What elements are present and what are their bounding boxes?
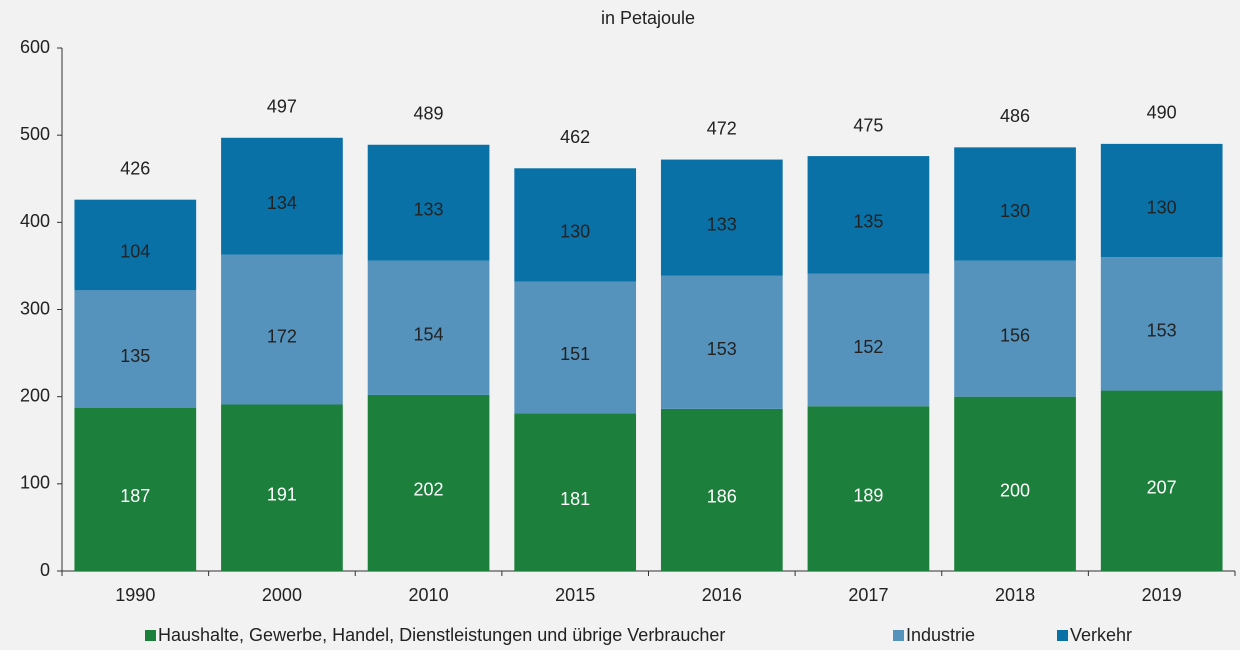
x-tick-label: 2010 bbox=[409, 585, 449, 605]
data-label: 207 bbox=[1147, 478, 1177, 498]
x-tick-label: 2019 bbox=[1142, 585, 1182, 605]
total-label: 475 bbox=[853, 116, 883, 136]
data-label: 189 bbox=[853, 485, 883, 505]
bar-segment bbox=[367, 394, 490, 571]
legend-swatch bbox=[1057, 630, 1068, 641]
x-tick-label: 2018 bbox=[995, 585, 1035, 605]
bar-segment bbox=[367, 260, 490, 395]
total-label: 489 bbox=[414, 104, 444, 124]
data-label: 130 bbox=[560, 222, 590, 242]
data-label: 133 bbox=[707, 214, 737, 234]
data-label: 181 bbox=[560, 489, 590, 509]
y-tick-label: 0 bbox=[40, 560, 50, 580]
legend-swatch bbox=[145, 630, 156, 641]
y-tick-label: 100 bbox=[20, 473, 50, 493]
data-label: 154 bbox=[414, 325, 444, 345]
data-label: 133 bbox=[414, 199, 444, 219]
bar-segment bbox=[514, 168, 637, 282]
bar-segment bbox=[660, 408, 783, 571]
bar-segment bbox=[514, 281, 637, 414]
total-label: 490 bbox=[1147, 103, 1177, 123]
data-label: 153 bbox=[1147, 321, 1177, 341]
data-label: 151 bbox=[560, 344, 590, 364]
total-label: 462 bbox=[560, 127, 590, 147]
x-tick-label: 2015 bbox=[555, 585, 595, 605]
bar-segment bbox=[221, 137, 343, 255]
bar-segment bbox=[1100, 257, 1223, 391]
y-tick-label: 600 bbox=[20, 37, 50, 57]
bar-segment bbox=[807, 406, 930, 571]
data-label: 135 bbox=[853, 212, 883, 232]
bar-segment bbox=[954, 260, 1076, 397]
legend-label: Industrie bbox=[906, 625, 975, 645]
data-label: 187 bbox=[120, 486, 150, 506]
x-tick-label: 2016 bbox=[702, 585, 742, 605]
data-label: 130 bbox=[1000, 201, 1030, 221]
data-label: 134 bbox=[267, 193, 297, 213]
chart-subtitle: in Petajoule bbox=[601, 8, 695, 28]
bar-segment bbox=[1100, 143, 1223, 258]
data-label: 191 bbox=[267, 485, 297, 505]
total-label: 486 bbox=[1000, 106, 1030, 126]
data-label: 186 bbox=[707, 487, 737, 507]
bar-segment bbox=[954, 396, 1076, 571]
total-label: 426 bbox=[120, 158, 150, 178]
x-tick-label: 2017 bbox=[848, 585, 888, 605]
bar-segment bbox=[807, 156, 930, 274]
data-label: 172 bbox=[267, 326, 297, 346]
data-label: 104 bbox=[120, 242, 150, 262]
data-label: 200 bbox=[1000, 481, 1030, 501]
bar-segment bbox=[74, 407, 197, 571]
bar-segment bbox=[514, 413, 637, 571]
bar-segment bbox=[954, 147, 1076, 261]
bar-segment bbox=[221, 254, 343, 405]
bar-segment bbox=[660, 159, 783, 276]
x-tick-label: 1990 bbox=[115, 585, 155, 605]
total-label: 472 bbox=[707, 118, 737, 138]
bar-segment bbox=[367, 144, 490, 261]
data-label: 156 bbox=[1000, 325, 1030, 345]
data-label: 202 bbox=[414, 480, 444, 500]
bar-segment bbox=[74, 199, 197, 291]
x-tick-label: 2000 bbox=[262, 585, 302, 605]
data-label: 152 bbox=[853, 337, 883, 357]
bar-segment bbox=[221, 404, 343, 571]
bar-segment bbox=[74, 290, 197, 408]
legend-label: Verkehr bbox=[1070, 625, 1132, 645]
data-label: 130 bbox=[1147, 197, 1177, 217]
legend-label: Haushalte, Gewerbe, Handel, Dienstleistu… bbox=[158, 625, 725, 645]
data-label: 135 bbox=[120, 346, 150, 366]
data-label: 153 bbox=[707, 339, 737, 359]
y-tick-label: 300 bbox=[20, 298, 50, 318]
y-tick-label: 500 bbox=[20, 124, 50, 144]
y-tick-label: 200 bbox=[20, 385, 50, 405]
legend-swatch bbox=[893, 630, 904, 641]
bar-segment bbox=[807, 273, 930, 407]
total-label: 497 bbox=[267, 97, 297, 117]
bar-segment bbox=[1100, 390, 1223, 571]
y-tick-label: 400 bbox=[20, 211, 50, 231]
bar-segment bbox=[660, 275, 783, 409]
